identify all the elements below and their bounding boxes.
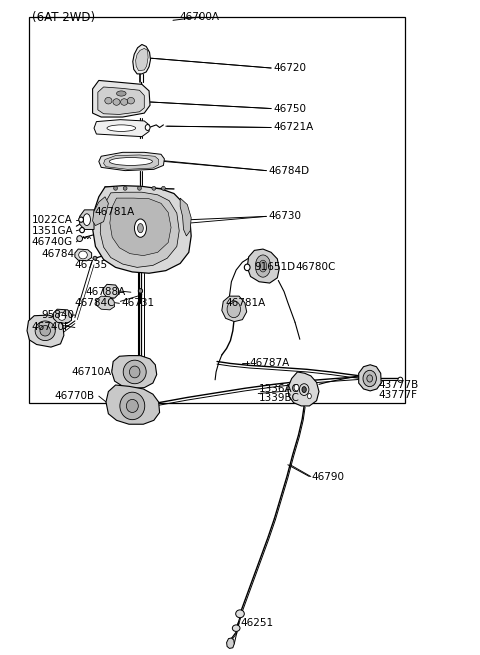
- Polygon shape: [104, 155, 158, 170]
- Polygon shape: [106, 385, 159, 424]
- Polygon shape: [27, 315, 64, 347]
- Polygon shape: [133, 45, 151, 74]
- Text: 1339BC: 1339BC: [259, 393, 300, 403]
- Ellipse shape: [259, 260, 267, 272]
- Polygon shape: [104, 284, 119, 298]
- Text: 1351GA: 1351GA: [32, 226, 73, 236]
- Text: 46750: 46750: [274, 103, 307, 113]
- Ellipse shape: [109, 158, 153, 166]
- Ellipse shape: [35, 321, 55, 341]
- Text: 46781A: 46781A: [226, 298, 266, 309]
- Ellipse shape: [40, 326, 50, 336]
- Polygon shape: [247, 249, 279, 283]
- Polygon shape: [80, 210, 94, 229]
- Ellipse shape: [77, 236, 83, 242]
- Ellipse shape: [138, 289, 143, 293]
- Text: 1336AC: 1336AC: [259, 384, 300, 394]
- Polygon shape: [93, 81, 150, 117]
- Ellipse shape: [294, 384, 299, 391]
- Text: 46784: 46784: [41, 250, 74, 259]
- Polygon shape: [99, 153, 164, 171]
- Text: 46770B: 46770B: [54, 391, 95, 401]
- Polygon shape: [100, 192, 179, 267]
- Text: 46710A: 46710A: [72, 367, 112, 377]
- Polygon shape: [112, 356, 157, 388]
- Text: 46720: 46720: [274, 63, 307, 73]
- Ellipse shape: [123, 186, 127, 190]
- Text: 46780C: 46780C: [295, 262, 336, 272]
- Ellipse shape: [58, 312, 66, 320]
- Polygon shape: [93, 196, 108, 225]
- Text: 46735: 46735: [75, 260, 108, 270]
- Polygon shape: [359, 365, 381, 391]
- Ellipse shape: [83, 214, 90, 225]
- Text: (6AT 2WD): (6AT 2WD): [32, 11, 95, 24]
- Ellipse shape: [138, 186, 142, 190]
- Text: 46700A: 46700A: [180, 12, 219, 22]
- Ellipse shape: [152, 186, 156, 190]
- Polygon shape: [222, 296, 247, 322]
- Text: 46781A: 46781A: [94, 208, 134, 217]
- Polygon shape: [93, 185, 191, 273]
- Ellipse shape: [127, 98, 134, 104]
- Polygon shape: [227, 638, 234, 648]
- Polygon shape: [98, 87, 144, 115]
- Ellipse shape: [123, 360, 146, 384]
- Text: 46740F: 46740F: [32, 322, 71, 333]
- Ellipse shape: [255, 255, 271, 277]
- Text: 43777B: 43777B: [379, 380, 419, 390]
- Polygon shape: [53, 309, 72, 324]
- Ellipse shape: [79, 217, 84, 222]
- Text: 46740G: 46740G: [32, 237, 73, 247]
- Text: 43777F: 43777F: [379, 390, 418, 400]
- Ellipse shape: [113, 99, 120, 105]
- Ellipse shape: [80, 227, 84, 233]
- Ellipse shape: [227, 301, 240, 318]
- Text: 46251: 46251: [240, 618, 273, 628]
- Text: 46721A: 46721A: [274, 122, 314, 132]
- Polygon shape: [180, 198, 191, 236]
- Ellipse shape: [244, 264, 250, 271]
- Ellipse shape: [138, 223, 144, 233]
- Polygon shape: [136, 48, 148, 71]
- Ellipse shape: [114, 186, 118, 190]
- Ellipse shape: [134, 219, 146, 237]
- Ellipse shape: [79, 251, 87, 259]
- Ellipse shape: [398, 377, 403, 383]
- Ellipse shape: [130, 366, 140, 378]
- Text: 95840: 95840: [41, 310, 74, 320]
- Ellipse shape: [105, 98, 112, 104]
- Ellipse shape: [367, 375, 372, 382]
- Polygon shape: [288, 372, 319, 406]
- Ellipse shape: [126, 400, 138, 413]
- Ellipse shape: [302, 386, 306, 392]
- Text: 46787A: 46787A: [250, 358, 290, 369]
- Ellipse shape: [308, 394, 312, 399]
- Text: 1022CA: 1022CA: [32, 215, 72, 225]
- Polygon shape: [94, 120, 149, 137]
- Polygon shape: [110, 198, 171, 255]
- Ellipse shape: [161, 186, 165, 190]
- Text: 46784C: 46784C: [75, 298, 115, 309]
- Polygon shape: [96, 296, 115, 310]
- Ellipse shape: [107, 125, 136, 132]
- Text: 46784D: 46784D: [269, 166, 310, 176]
- Text: 46790: 46790: [312, 472, 345, 481]
- Ellipse shape: [120, 392, 145, 420]
- Text: 91651D: 91651D: [254, 262, 296, 272]
- Ellipse shape: [236, 610, 244, 618]
- Ellipse shape: [145, 124, 150, 130]
- Polygon shape: [75, 249, 92, 261]
- Bar: [29, 17, 405, 403]
- Ellipse shape: [120, 99, 128, 105]
- Ellipse shape: [363, 370, 376, 386]
- Ellipse shape: [93, 256, 97, 260]
- Ellipse shape: [232, 625, 240, 631]
- Text: 46788A: 46788A: [86, 287, 126, 297]
- Ellipse shape: [117, 91, 126, 96]
- Text: 46731: 46731: [121, 298, 155, 309]
- Text: 46730: 46730: [269, 212, 302, 221]
